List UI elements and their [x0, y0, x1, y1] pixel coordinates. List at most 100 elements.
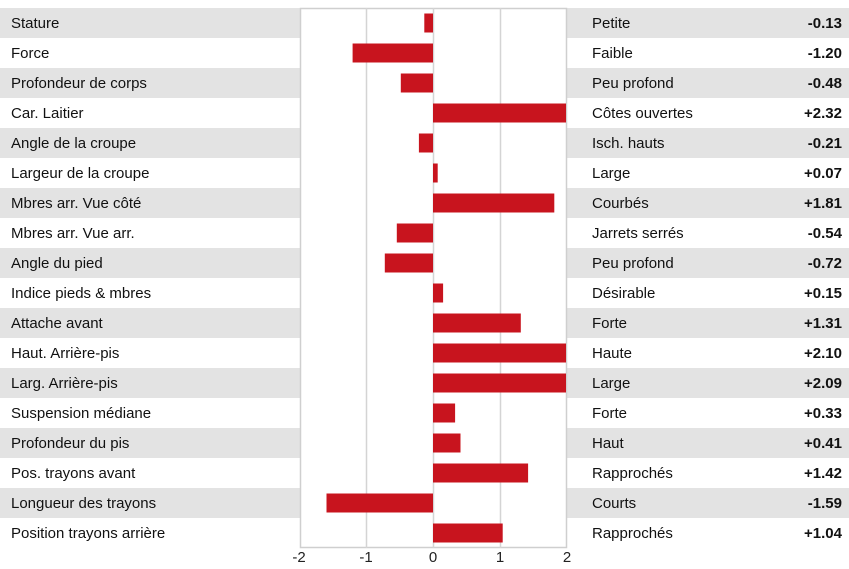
- row-band-left: [0, 488, 300, 518]
- value-label: -0.54: [808, 225, 843, 242]
- value-label: -1.59: [808, 495, 842, 512]
- bar: [433, 373, 566, 393]
- trait-label: Stature: [11, 15, 59, 32]
- descriptor-labels: Petite Faible Peu profond Côtes ouvertes Isc…: [592, 15, 693, 542]
- bar: [433, 433, 461, 453]
- row-band-right: [567, 368, 849, 398]
- value-label: +1.81: [804, 195, 842, 212]
- bar: [418, 133, 433, 153]
- descriptor-label: Rapprochés: [592, 465, 673, 482]
- value-label: -0.13: [808, 15, 842, 32]
- trait-label: Mbres arr. Vue arr.: [11, 225, 135, 242]
- x-tick-label: -2: [292, 549, 305, 566]
- row-band-right: [567, 8, 849, 38]
- row-band-left: [0, 368, 300, 398]
- bar: [384, 253, 433, 273]
- value-label: +0.41: [804, 435, 842, 452]
- value-label: +2.09: [804, 375, 842, 392]
- descriptor-label: Côtes ouvertes: [592, 105, 693, 122]
- row-band-left: [0, 68, 300, 98]
- x-tick-label: -1: [359, 549, 372, 566]
- trait-label: Angle de la croupe: [11, 135, 136, 152]
- trait-label: Suspension médiane: [11, 405, 151, 422]
- row-band-left: [0, 128, 300, 158]
- descriptor-label: Désirable: [592, 285, 655, 302]
- descriptor-label: Peu profond: [592, 255, 674, 272]
- x-tick-label: 1: [496, 549, 504, 566]
- trait-label: Longueur des trayons: [11, 495, 156, 512]
- value-label: -0.48: [808, 75, 842, 92]
- trait-label: Angle du pied: [11, 255, 103, 272]
- value-label: -0.21: [808, 135, 842, 152]
- trait-label: Larg. Arrière-pis: [11, 375, 118, 392]
- row-band-right: [567, 488, 849, 518]
- value-label: +0.33: [804, 405, 842, 422]
- descriptor-label: Isch. hauts: [592, 135, 665, 152]
- trait-label: Car. Laitier: [11, 105, 84, 122]
- bar: [433, 193, 555, 213]
- descriptor-label: Large: [592, 375, 630, 392]
- descriptor-label: Haut: [592, 435, 625, 452]
- bar: [352, 43, 433, 63]
- value-label: +0.07: [804, 165, 842, 182]
- bar: [396, 223, 433, 243]
- descriptor-label: Faible: [592, 45, 633, 62]
- row-band-left: [0, 308, 300, 338]
- grid-lines: [299, 7, 568, 549]
- bar: [433, 313, 521, 333]
- x-tick-label: 2: [563, 549, 571, 566]
- row-band-right: [567, 428, 849, 458]
- bar: [326, 493, 433, 513]
- bars: [326, 13, 566, 543]
- value-labels: -0.13 -1.20 -0.48 +2.32 -0.21 +0.07 +1.81 -0.54…: [804, 15, 843, 542]
- trait-label: Largeur de la croupe: [11, 165, 149, 182]
- row-band-right: [567, 68, 849, 98]
- descriptor-label: Peu profond: [592, 75, 674, 92]
- descriptor-label: Haute: [592, 345, 632, 362]
- row-band-left: [0, 428, 300, 458]
- value-label: +1.04: [804, 525, 843, 542]
- x-tick-label: 0: [429, 549, 437, 566]
- bar: [400, 73, 433, 93]
- trait-label: Profondeur du pis: [11, 435, 129, 452]
- descriptor-label: Jarrets serrés: [592, 225, 684, 242]
- row-band-right: [567, 188, 849, 218]
- row-band-left: [0, 188, 300, 218]
- value-label: -0.72: [808, 255, 842, 272]
- bar: [424, 13, 433, 33]
- row-band-left: [0, 248, 300, 278]
- bar: [433, 523, 503, 543]
- trait-label: Pos. trayons avant: [11, 465, 136, 482]
- descriptor-label: Forte: [592, 405, 627, 422]
- descriptor-label: Large: [592, 165, 630, 182]
- bar: [433, 403, 456, 423]
- descriptor-label: Forte: [592, 315, 627, 332]
- value-label: +2.10: [804, 345, 842, 362]
- row-band-left: [0, 8, 300, 38]
- descriptor-label: Courts: [592, 495, 636, 512]
- bar: [433, 103, 566, 123]
- trait-label: Position trayons arrière: [11, 525, 165, 542]
- row-band-right: [567, 308, 849, 338]
- value-label: +1.31: [804, 315, 842, 332]
- trait-labels: Stature Force Profondeur de corps Car. Lait…: [11, 15, 165, 542]
- bar: [433, 163, 438, 183]
- bar: [433, 463, 529, 483]
- trait-label: Attache avant: [11, 315, 104, 332]
- descriptor-label: Rapprochés: [592, 525, 673, 542]
- descriptor-label: Courbés: [592, 195, 649, 212]
- trait-label: Mbres arr. Vue côté: [11, 195, 141, 212]
- x-axis-ticks: -2 -1 0 1 2: [292, 549, 571, 566]
- value-label: +2.32: [804, 105, 842, 122]
- row-bands: [0, 8, 849, 518]
- trait-label: Force: [11, 45, 49, 62]
- bar: [433, 283, 444, 303]
- trait-label: Haut. Arrière-pis: [11, 345, 119, 362]
- descriptor-label: Petite: [592, 15, 630, 32]
- value-label: +1.42: [804, 465, 842, 482]
- row-band-right: [567, 128, 849, 158]
- value-label: +0.15: [804, 285, 842, 302]
- value-label: -1.20: [808, 45, 842, 62]
- bar: [433, 343, 566, 363]
